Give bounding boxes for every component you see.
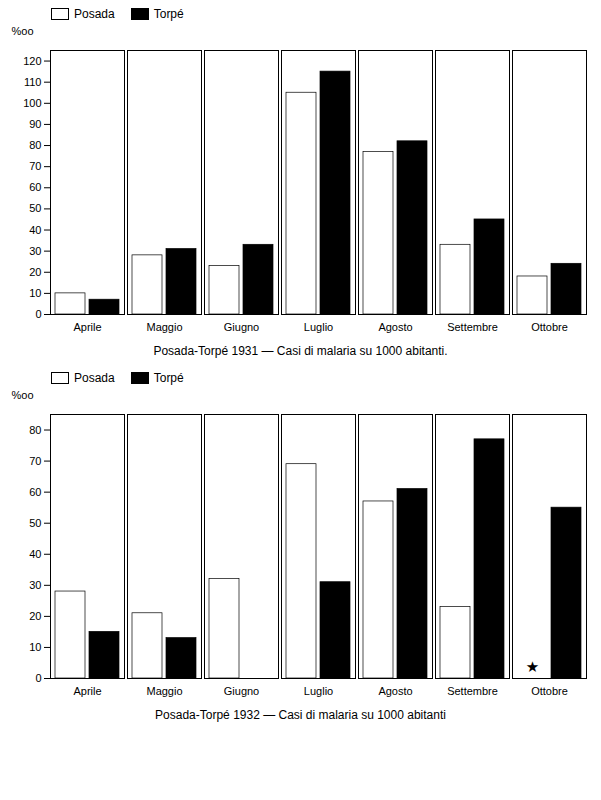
svg-text:60: 60	[29, 486, 41, 498]
svg-text:80: 80	[29, 424, 41, 436]
html-text:Torpé: Torpé	[153, 7, 184, 21]
svg-text:50: 50	[29, 202, 41, 214]
svg-text:Luglio: Luglio	[304, 321, 333, 333]
html-text:Torpé: Torpé	[153, 371, 184, 385]
svg-text:%oo: %oo	[12, 389, 34, 401]
svg-text:%oo: %oo	[12, 25, 34, 37]
html-text:Posada-Torpé 1932 — Casi di ma: Posada-Torpé 1932 — Casi di malaria su 1…	[155, 708, 446, 722]
svg-text:Ottobre: Ottobre	[531, 321, 568, 333]
svg-text:70: 70	[29, 455, 41, 467]
svg-text:★: ★	[526, 658, 539, 675]
svg-text:Giugno: Giugno	[224, 321, 259, 333]
svg-text:120: 120	[23, 55, 41, 67]
svg-text:Settembre: Settembre	[447, 685, 498, 697]
svg-text:60: 60	[29, 181, 41, 193]
svg-text:20: 20	[29, 266, 41, 278]
svg-text:Maggio: Maggio	[146, 685, 182, 697]
svg-text:20: 20	[29, 610, 41, 622]
svg-text:90: 90	[29, 118, 41, 130]
svg-text:70: 70	[29, 160, 41, 172]
svg-text:30: 30	[29, 245, 41, 257]
svg-text:Ottobre: Ottobre	[531, 685, 568, 697]
svg-text:Giugno: Giugno	[224, 685, 259, 697]
svg-text:Maggio: Maggio	[146, 321, 182, 333]
svg-text:Agosto: Agosto	[378, 321, 412, 333]
svg-text:Luglio: Luglio	[304, 685, 333, 697]
svg-text:Aprile: Aprile	[73, 685, 101, 697]
svg-text:100: 100	[23, 97, 41, 109]
svg-text:30: 30	[29, 579, 41, 591]
svg-text:10: 10	[29, 287, 41, 299]
svg-text:80: 80	[29, 139, 41, 151]
svg-text:Settembre: Settembre	[447, 321, 498, 333]
html-text:Posada: Posada	[74, 371, 115, 385]
svg-text:40: 40	[29, 548, 41, 560]
svg-text:0: 0	[35, 672, 41, 684]
svg-text:40: 40	[29, 224, 41, 236]
svg-text:0: 0	[35, 308, 41, 320]
html-text:Posada: Posada	[74, 7, 115, 21]
svg-text:110: 110	[24, 76, 42, 88]
svg-text:Agosto: Agosto	[378, 685, 412, 697]
svg-text:10: 10	[29, 641, 41, 653]
svg-text:50: 50	[29, 517, 41, 529]
svg-text:Aprile: Aprile	[73, 321, 101, 333]
html-text:Posada-Torpé 1931 — Casi di ma: Posada-Torpé 1931 — Casi di malaria su 1…	[153, 344, 448, 358]
